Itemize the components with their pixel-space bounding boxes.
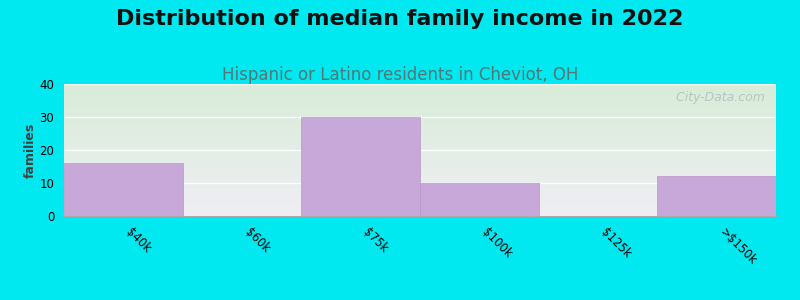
Y-axis label: families: families: [24, 122, 37, 178]
Text: City-Data.com: City-Data.com: [669, 91, 766, 103]
Bar: [658, 176, 776, 216]
Text: Distribution of median family income in 2022: Distribution of median family income in …: [116, 9, 684, 29]
Text: Hispanic or Latino residents in Cheviot, OH: Hispanic or Latino residents in Cheviot,…: [222, 66, 578, 84]
Bar: [420, 183, 538, 216]
Bar: [64, 163, 182, 216]
Bar: [302, 117, 420, 216]
